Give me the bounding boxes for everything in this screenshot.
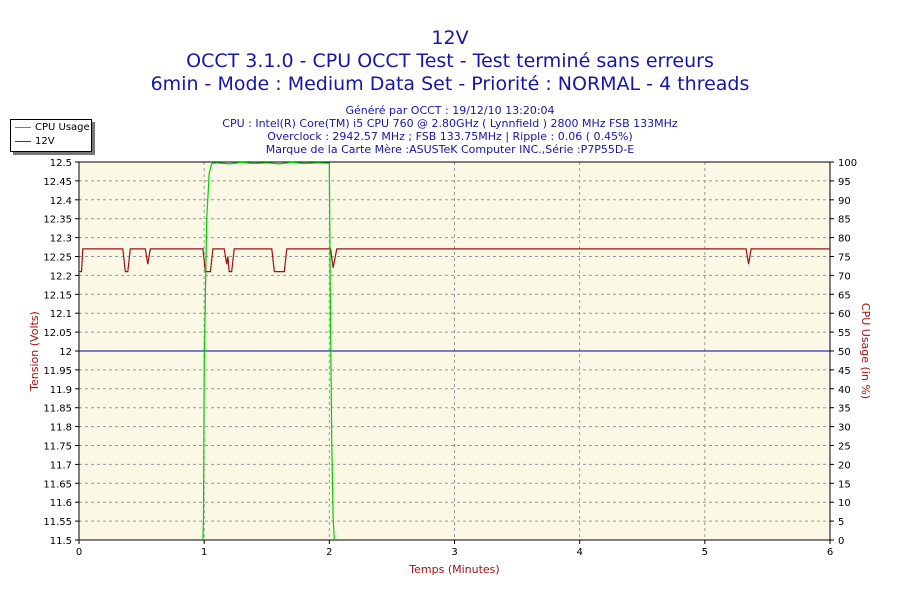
x-tick-label: 3 xyxy=(451,547,457,558)
y-axis-label: Tension (Volts) xyxy=(28,311,41,392)
y-tick-label: 12.45 xyxy=(43,177,72,188)
y-tick-label: 12 xyxy=(59,347,72,358)
y-tick-label: 12.2 xyxy=(50,271,72,282)
x-tick-label: 6 xyxy=(827,547,833,558)
y-tick-label: 12.35 xyxy=(43,215,72,226)
x-tick-label: 5 xyxy=(702,547,708,558)
y2-tick-label: 65 xyxy=(838,290,851,301)
y-tick-label: 11.7 xyxy=(50,460,72,471)
x-tick-label: 1 xyxy=(201,547,207,558)
chart-subtitle-mode: 6min - Mode : Medium Data Set - Priorité… xyxy=(150,73,750,95)
y2-tick-label: 35 xyxy=(838,404,851,415)
series-line-12v xyxy=(79,248,830,273)
y-tick-label: 11.6 xyxy=(50,498,72,509)
y2-tick-label: 70 xyxy=(838,271,851,282)
y2-tick-label: 0 xyxy=(838,536,844,547)
y-tick-label: 12.5 xyxy=(50,158,72,169)
legend-label-12v: 12V xyxy=(35,135,55,147)
y-tick-label: 11.5 xyxy=(50,536,72,547)
info-generated: Généré par OCCT : 19/12/10 13:20:04 xyxy=(345,104,555,117)
y-tick-label: 12.3 xyxy=(50,234,72,245)
y2-tick-label: 40 xyxy=(838,385,851,396)
series-line-cpu-usage xyxy=(202,161,335,541)
y2-tick-label: 20 xyxy=(838,460,851,471)
x-axis-label: Temps (Minutes) xyxy=(408,563,499,576)
y2-tick-label: 95 xyxy=(838,177,851,188)
y-tick-label: 11.65 xyxy=(43,479,72,490)
chart-legend: CPU Usage 12V xyxy=(10,119,92,152)
y2-tick-label: 45 xyxy=(838,366,851,377)
y2-tick-label: 85 xyxy=(838,215,851,226)
y-tick-label: 11.55 xyxy=(43,517,72,528)
y2-tick-label: 50 xyxy=(838,347,851,358)
y2-tick-label: 90 xyxy=(838,196,851,207)
y-tick-label: 12.25 xyxy=(43,253,72,264)
y2-tick-label: 100 xyxy=(838,158,857,169)
y2-axis-label: CPU Usage (in %) xyxy=(859,303,872,399)
y-tick-label: 12.4 xyxy=(50,196,72,207)
info-overclock: Overclock : 2942.57 MHz ; FSB 133.75MHz … xyxy=(267,130,633,143)
y2-tick-label: 60 xyxy=(838,309,851,320)
y2-tick-label: 15 xyxy=(838,479,851,490)
y-tick-label: 12.1 xyxy=(50,309,72,320)
legend-swatch-cpu-usage xyxy=(15,126,31,128)
x-tick-label: 2 xyxy=(326,547,332,558)
y2-tick-label: 10 xyxy=(838,498,851,509)
y-tick-label: 12.15 xyxy=(43,290,72,301)
y2-tick-label: 75 xyxy=(838,253,851,264)
x-tick-label: 4 xyxy=(576,547,582,558)
info-motherboard: Marque de la Carte Mère :ASUSTeK Compute… xyxy=(265,143,635,156)
y2-tick-label: 55 xyxy=(838,328,851,339)
y-tick-label: 11.85 xyxy=(43,404,72,415)
chart-title: 12V xyxy=(431,27,469,49)
legend-swatch-12v xyxy=(15,140,31,142)
legend-label-cpu-usage: CPU Usage xyxy=(35,121,90,133)
legend-entry-12v: 12V xyxy=(11,134,91,148)
legend-entry-cpu-usage: CPU Usage xyxy=(11,120,91,134)
y-tick-label: 11.8 xyxy=(50,423,72,434)
y-tick-label: 12.05 xyxy=(43,328,72,339)
y-tick-label: 11.75 xyxy=(43,442,72,453)
y-tick-label: 11.9 xyxy=(50,385,72,396)
y2-tick-label: 30 xyxy=(838,423,851,434)
y2-tick-label: 25 xyxy=(838,442,851,453)
y2-tick-label: 80 xyxy=(838,234,851,245)
y2-tick-label: 5 xyxy=(838,517,844,528)
info-cpu: CPU : Intel(R) Core(TM) i5 CPU 760 @ 2.8… xyxy=(222,117,678,130)
chart-subtitle-test: OCCT 3.1.0 - CPU OCCT Test - Test termin… xyxy=(186,50,714,72)
x-tick-label: 0 xyxy=(76,547,82,558)
y-tick-label: 11.95 xyxy=(43,366,72,377)
